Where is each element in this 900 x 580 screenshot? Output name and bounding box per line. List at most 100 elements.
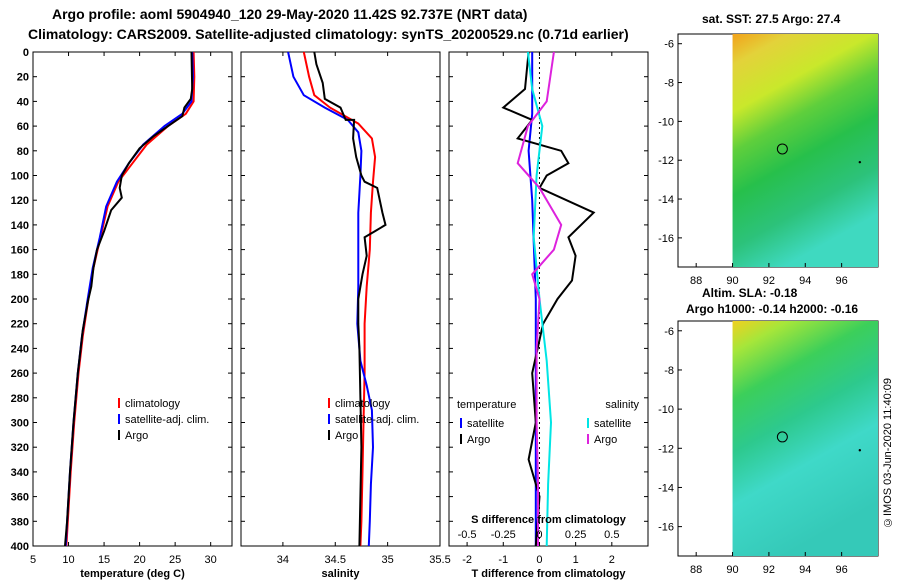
legend-label: Argo	[594, 434, 617, 446]
map-ytick-label: -12	[658, 155, 674, 167]
series-line-satellite-adj-clim-	[287, 51, 375, 547]
xaxis-label: T difference from climatology	[471, 568, 626, 580]
xtick-label: 34	[277, 554, 289, 566]
legend-title: temperature	[457, 399, 516, 411]
xtick-label: 35.5	[429, 554, 450, 566]
top-xtick-label: 0.25	[565, 529, 586, 541]
map-sst_map	[677, 33, 879, 268]
series-line-s-argo	[516, 51, 563, 546]
xtick-label: -1	[498, 554, 508, 566]
map-xtick-label: 94	[799, 275, 811, 287]
ytick-label: 220	[11, 319, 29, 331]
map-xtick-label: 94	[799, 564, 811, 576]
map-ytick-label: -8	[664, 78, 674, 90]
map-xtick-label: 96	[836, 275, 848, 287]
legend-label: satellite-adj. clim.	[125, 414, 209, 426]
ytick-label: 0	[23, 47, 29, 59]
map-xtick-label: 92	[763, 275, 775, 287]
ytick-label: 240	[11, 343, 29, 355]
series-line-argo	[313, 51, 387, 547]
secondary-marker	[858, 449, 862, 452]
map-ytick-label: -16	[658, 522, 674, 534]
sla-map-subtitle: Argo h1000: -0.14 h2000: -0.16	[686, 302, 859, 316]
map-xtick-label: 88	[690, 564, 702, 576]
ytick-label: 340	[11, 467, 29, 479]
map-ytick-label: -6	[664, 326, 674, 338]
ytick-label: 320	[11, 442, 29, 454]
xtick-label: 20	[133, 554, 145, 566]
ytick-label: 360	[11, 492, 29, 504]
top-xtick-label: 0.5	[604, 529, 619, 541]
figure-title-line1: Argo profile: aoml 5904940_120 29-May-20…	[52, 6, 528, 22]
legend-label: Argo	[335, 430, 358, 442]
map-xtick-label: 96	[836, 564, 848, 576]
legend-title: salinity	[605, 399, 639, 411]
sla-map-title: Altim. SLA: -0.18	[702, 286, 798, 300]
ytick-label: 160	[11, 245, 29, 257]
map-xtick-label: 90	[726, 564, 738, 576]
map-ytick-label: -10	[658, 116, 674, 128]
ytick-label: 100	[11, 171, 29, 183]
map-xtick-label: 92	[763, 564, 775, 576]
xtick-label: 0	[536, 554, 542, 566]
ytick-label: 120	[11, 195, 29, 207]
map-ytick-label: -10	[658, 404, 674, 416]
panel-salinity	[240, 51, 441, 547]
top-xtick-label: -0.5	[458, 529, 477, 541]
series-line-argo	[64, 51, 194, 547]
sst-map-title: sat. SST: 27.5 Argo: 27.4	[702, 12, 841, 26]
legend-label: Argo	[125, 430, 148, 442]
xtick-label: 15	[98, 554, 110, 566]
xtick-label: 10	[62, 554, 74, 566]
figure-title-line2: Climatology: CARS2009. Satellite-adjuste…	[28, 26, 629, 42]
ytick-label: 60	[17, 121, 29, 133]
panel-frame	[32, 51, 233, 547]
legend-label: satellite	[467, 418, 504, 430]
ytick-label: 380	[11, 516, 29, 528]
panel-temperature	[32, 51, 233, 547]
legend-label: climatology	[125, 398, 181, 410]
xtick-label: 34.5	[325, 554, 346, 566]
panel-frame	[240, 51, 441, 547]
map-ytick-label: -12	[658, 443, 674, 455]
ytick-label: 400	[11, 541, 29, 553]
xaxis-label: temperature (deg C)	[80, 568, 185, 580]
xtick-label: 35	[382, 554, 394, 566]
panel-differences	[448, 51, 649, 547]
top-xaxis-label: S difference from climatology	[471, 514, 627, 526]
xaxis-label: salinity	[322, 568, 361, 580]
profile-location-marker	[776, 431, 788, 443]
xtick-label: 30	[205, 554, 217, 566]
top-xtick-label: -0.25	[491, 529, 516, 541]
map-xtick-label: 88	[690, 275, 702, 287]
ytick-label: 180	[11, 269, 29, 281]
map-ytick-label: -14	[658, 482, 674, 494]
map-ytick-label: -8	[664, 365, 674, 377]
legend-label: satellite	[594, 418, 631, 430]
xtick-label: 1	[573, 554, 579, 566]
xtick-label: 5	[30, 554, 36, 566]
xtick-label: 2	[609, 554, 615, 566]
map-field	[732, 321, 878, 556]
secondary-marker	[858, 160, 862, 164]
map-field	[732, 34, 878, 267]
map-ytick-label: -14	[658, 194, 674, 206]
legend-label: satellite-adj. clim.	[335, 414, 419, 426]
series-line-climatology	[302, 51, 377, 547]
xtick-label: -2	[462, 554, 472, 566]
profile-location-marker	[776, 143, 788, 155]
ytick-label: 260	[11, 368, 29, 380]
ytick-label: 280	[11, 393, 29, 405]
map-ytick-label: -16	[658, 233, 674, 245]
map-sla_map	[677, 320, 879, 557]
ytick-label: 40	[17, 96, 29, 108]
top-xtick-label: 0	[536, 529, 542, 541]
xtick-label: 25	[169, 554, 181, 566]
map-xtick-label: 90	[726, 275, 738, 287]
ytick-label: 300	[11, 418, 29, 430]
ytick-label: 20	[17, 72, 29, 84]
ytick-label: 140	[11, 220, 29, 232]
legend-label: Argo	[467, 434, 490, 446]
ytick-label: 80	[17, 146, 29, 158]
